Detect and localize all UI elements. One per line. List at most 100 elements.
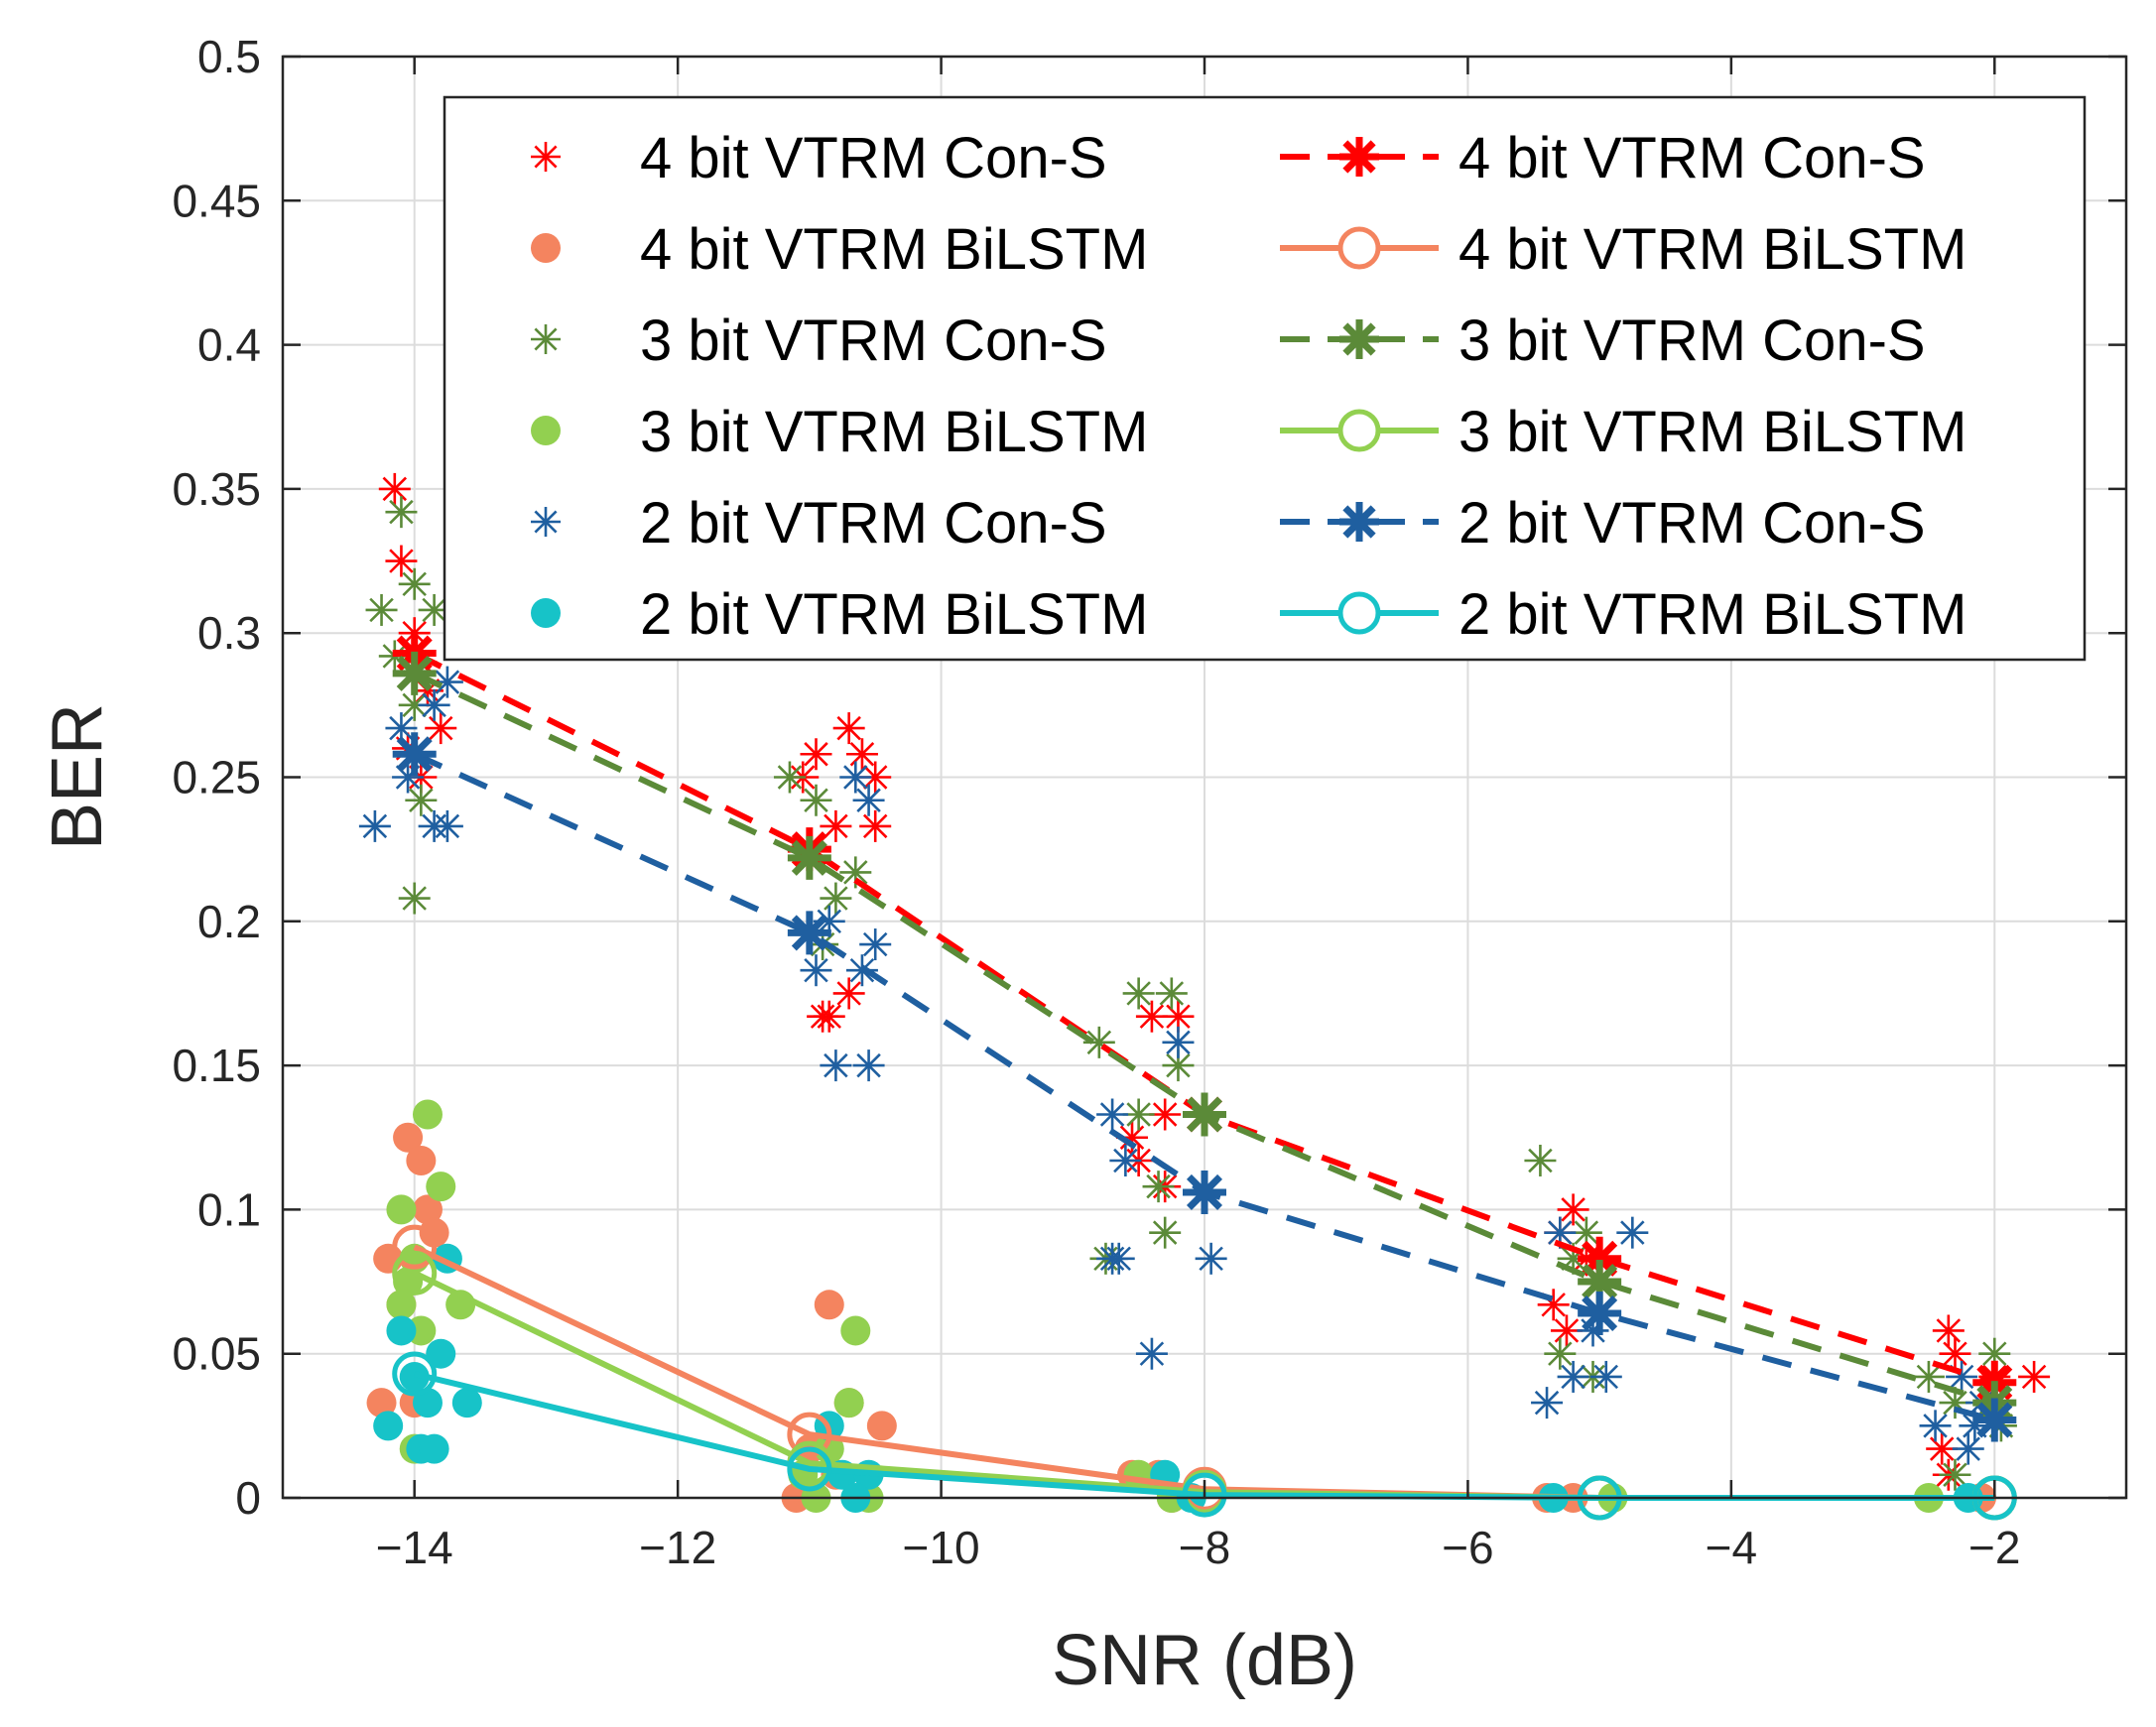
legend-label: 3 bit VTRM Con-S — [1458, 308, 1926, 373]
scatter-point — [1162, 1026, 1195, 1058]
mean-marker — [787, 911, 831, 955]
legend-marker — [1339, 137, 1379, 177]
y-tick-label: 0.35 — [172, 463, 261, 515]
legend-label: 3 bit VTRM Con-S — [640, 308, 1107, 373]
legend-marker — [1337, 226, 1381, 270]
x-tick-label: −14 — [376, 1522, 453, 1573]
scatter-point — [2018, 1360, 2051, 1393]
legend-marker — [1337, 409, 1381, 452]
y-tick-label: 0.45 — [172, 175, 261, 226]
scatter-point — [800, 738, 832, 771]
legend-marker — [531, 324, 561, 354]
legend-marker — [531, 598, 561, 628]
y-tick-label: 0.5 — [197, 31, 261, 82]
scatter-point — [1149, 1098, 1182, 1131]
scatter-point — [385, 496, 418, 529]
legend-entry: 2 bit VTRM BiLSTM — [531, 582, 1148, 647]
scatter-point — [1524, 1144, 1557, 1176]
scatter-point — [412, 1194, 443, 1225]
legend-label: 4 bit VTRM BiLSTM — [640, 217, 1148, 282]
scatter-point — [1122, 977, 1155, 1010]
scatter-point — [412, 1099, 443, 1130]
legend-entry: 4 bit VTRM BiLSTM — [531, 217, 1148, 282]
x-axis-label: SNR (dB) — [1052, 1621, 1357, 1700]
legend-entry: 4 bit VTRM Con-S — [1280, 126, 1926, 190]
scatter-point — [1557, 1360, 1589, 1393]
legend-entry: 3 bit VTRM Con-S — [1280, 308, 1926, 373]
legend-label: 3 bit VTRM BiLSTM — [640, 400, 1148, 464]
mean-marker — [392, 1224, 438, 1270]
y-axis-label: BER — [38, 703, 117, 850]
scatter-point — [859, 809, 892, 842]
scatter-point — [431, 809, 463, 842]
scatter-point — [392, 761, 425, 794]
legend-label: 4 bit VTRM BiLSTM — [1458, 217, 1966, 282]
y-tick-label: 0.1 — [197, 1183, 261, 1235]
scatter-point — [820, 809, 852, 842]
scatter-point — [1919, 1410, 1952, 1442]
legend-marker — [1337, 591, 1381, 635]
scatter-point — [1195, 1242, 1227, 1275]
x-tick-label: −10 — [903, 1522, 980, 1573]
legend-entry: 2 bit VTRM Con-S — [531, 491, 1107, 555]
legend-marker — [531, 416, 561, 445]
scatter-point — [1544, 1337, 1577, 1370]
scatter-point — [800, 954, 832, 987]
x-tick-label: −8 — [1179, 1522, 1230, 1573]
scatter-point — [393, 1122, 424, 1153]
scatter-point — [1544, 1216, 1577, 1249]
mean-marker — [1183, 1170, 1226, 1214]
plot-area — [358, 472, 2051, 1521]
scatter-point — [840, 1315, 871, 1346]
scatter-point — [419, 1433, 449, 1464]
mean-marker — [392, 1351, 438, 1397]
legend-marker — [531, 507, 561, 537]
scatter-point — [418, 688, 450, 721]
scatter-point — [365, 593, 398, 626]
scatter-point — [820, 882, 852, 915]
scatter-point — [800, 784, 832, 816]
scatter-point — [385, 545, 418, 577]
scatter-point — [451, 1388, 482, 1419]
legend-entry: 3 bit VTRM BiLSTM — [531, 400, 1148, 464]
mean-marker — [1182, 1472, 1227, 1518]
legend-label: 3 bit VTRM BiLSTM — [1458, 400, 1966, 464]
mean-marker — [1578, 1292, 1622, 1336]
scatter-point — [398, 882, 431, 915]
scatter-point — [859, 928, 892, 961]
scatter-point — [1135, 1000, 1168, 1033]
mean-marker — [392, 651, 437, 695]
legend-entry: 3 bit VTRM Con-S — [531, 308, 1107, 373]
scatter-point — [386, 1290, 417, 1320]
scatter-point — [1557, 1193, 1589, 1226]
scatter-point — [1589, 1360, 1622, 1393]
legend-entry: 4 bit VTRM Con-S — [531, 126, 1107, 190]
legend-entry: 2 bit VTRM BiLSTM — [1280, 582, 1966, 647]
scatter-point — [1102, 1242, 1135, 1275]
scatter-point — [852, 1049, 885, 1082]
scatter-point — [1135, 1337, 1168, 1370]
legend-entry: 4 bit VTRM BiLSTM — [1280, 217, 1966, 282]
legend-entry: 2 bit VTRM Con-S — [1280, 491, 1926, 555]
legend: 4 bit VTRM Con-S 4 bit VTRM BiLSTM 3 bit V… — [443, 95, 2087, 662]
scatter-point — [832, 977, 865, 1010]
x-tick-label: −12 — [639, 1522, 716, 1573]
mean-marker — [392, 1250, 438, 1295]
scatter-point — [839, 761, 872, 794]
scatter-point — [773, 761, 806, 794]
legend-marker — [531, 142, 561, 172]
series-con2m — [392, 732, 2017, 1442]
scatter-point — [1616, 1216, 1649, 1249]
mean-marker — [787, 1446, 832, 1492]
scatter-point — [832, 712, 865, 745]
scatter-point — [814, 1290, 844, 1320]
scatter-point — [405, 784, 438, 816]
y-tick-label: 0.15 — [172, 1040, 261, 1091]
y-tick-label: 0.25 — [172, 752, 261, 803]
y-tick-label: 0.4 — [197, 319, 261, 371]
scatter-point — [866, 1411, 897, 1441]
scatter-point — [1155, 977, 1188, 1010]
scatter-point — [1932, 1314, 1965, 1347]
legend-label: 4 bit VTRM Con-S — [640, 126, 1107, 190]
